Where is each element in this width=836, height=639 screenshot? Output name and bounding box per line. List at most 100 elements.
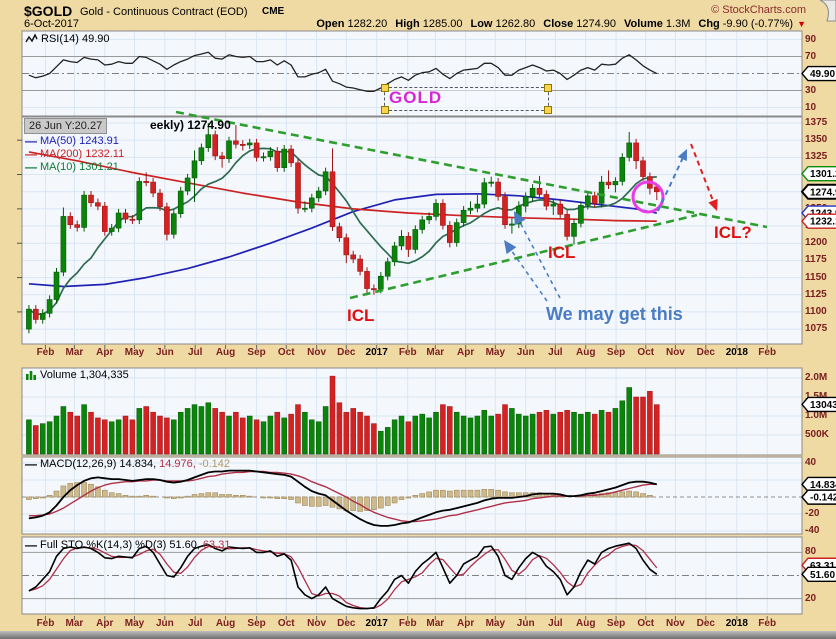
macd-hist-bar bbox=[302, 496, 308, 506]
projection-arrow-down-head bbox=[708, 198, 718, 211]
macd-hist-bar bbox=[191, 494, 198, 498]
candle-body bbox=[184, 177, 191, 192]
resize-handle[interactable] bbox=[381, 106, 389, 114]
month-label: Mar bbox=[65, 347, 84, 358]
candle-body bbox=[384, 261, 391, 277]
svg-text:14.834: 14.834 bbox=[810, 480, 836, 491]
volume-bar bbox=[157, 415, 163, 455]
macd-hist-bar bbox=[647, 494, 653, 498]
volume-bar bbox=[626, 387, 632, 455]
macd-hist-bar bbox=[198, 493, 205, 498]
volume-bar bbox=[460, 415, 467, 455]
volume-bar bbox=[426, 417, 432, 455]
candle-body bbox=[398, 236, 405, 247]
macd-hist-bar bbox=[391, 496, 398, 504]
gold-annotation-box[interactable]: GOLD bbox=[381, 84, 552, 114]
resize-handle[interactable] bbox=[381, 84, 389, 92]
volume-bar bbox=[357, 411, 363, 455]
macd-hist-bar bbox=[240, 494, 246, 498]
candle-body bbox=[115, 212, 122, 229]
volume-bar bbox=[557, 411, 563, 455]
macd-hist-bar bbox=[102, 489, 108, 498]
volume-bar bbox=[184, 408, 191, 455]
axis-label: 1150 bbox=[805, 271, 827, 283]
month-label: Jul bbox=[187, 347, 203, 358]
candle-body bbox=[219, 155, 225, 160]
volume-bar bbox=[219, 411, 225, 455]
axis-label: 1200 bbox=[805, 237, 828, 249]
volume-bar bbox=[536, 411, 543, 455]
candle-body bbox=[329, 171, 336, 228]
candle-body bbox=[412, 229, 419, 250]
volume-bar bbox=[302, 411, 308, 455]
page-curl-icon[interactable] bbox=[816, 0, 836, 22]
candle-body bbox=[495, 181, 501, 197]
resize-handle[interactable] bbox=[544, 106, 552, 114]
candle-body bbox=[446, 225, 453, 243]
macd-hist-bar bbox=[440, 489, 446, 498]
volume-bar bbox=[619, 400, 626, 455]
month-label: Jun bbox=[155, 347, 174, 358]
macd-hist-bar bbox=[377, 496, 384, 509]
quote-label: Volume bbox=[623, 18, 663, 30]
macd-hist-bar bbox=[460, 489, 467, 498]
bar-chart-icon bbox=[26, 371, 36, 380]
gold-annotation-text[interactable]: GOLD bbox=[389, 88, 443, 107]
macd-hist-bar bbox=[619, 491, 626, 498]
candle-body bbox=[440, 203, 446, 226]
volume-bar bbox=[585, 411, 591, 455]
quote-value: 1262.80 bbox=[495, 18, 536, 30]
volume-bar bbox=[654, 404, 660, 455]
candle-body bbox=[260, 156, 267, 159]
quote-value: 1282.20 bbox=[347, 18, 388, 30]
candle-body bbox=[591, 195, 598, 204]
volume-bar bbox=[543, 410, 550, 455]
candle-body bbox=[405, 236, 412, 250]
volume-bar bbox=[419, 413, 425, 455]
month-label: Jul bbox=[548, 347, 563, 358]
volume-legend: Volume 1,304,335 bbox=[25, 369, 129, 381]
resize-handle[interactable] bbox=[544, 84, 552, 92]
macd-hist-bar bbox=[481, 489, 488, 498]
macd-hist-bar bbox=[446, 490, 453, 498]
volume-bar bbox=[343, 411, 350, 455]
volume-bar bbox=[633, 396, 639, 455]
macd-hist-bar bbox=[122, 494, 129, 498]
candle-body bbox=[529, 187, 536, 197]
volume-bar bbox=[108, 421, 115, 455]
macd-hist-bar bbox=[612, 492, 619, 498]
axis-label: 80 bbox=[805, 546, 817, 558]
candle-body bbox=[198, 147, 205, 162]
candle-body bbox=[612, 181, 619, 186]
candle-body bbox=[357, 258, 363, 272]
volume-bar bbox=[640, 396, 646, 455]
macd-hist-bar bbox=[474, 489, 481, 498]
axis-value-tag: 1304335 bbox=[801, 396, 836, 413]
up-trendline bbox=[349, 213, 698, 300]
icl-label-2016: ICL bbox=[347, 306, 375, 325]
macd-hist-value: -0.142 bbox=[198, 458, 231, 470]
volume-bar bbox=[440, 404, 446, 455]
volume-legend-text: Volume 1,304,335 bbox=[40, 369, 129, 381]
candle-body bbox=[481, 182, 488, 205]
macd-hist-bar bbox=[260, 496, 267, 499]
volume-bar bbox=[391, 419, 398, 455]
sto-d-value: 63.31 bbox=[202, 539, 231, 551]
candle-body bbox=[322, 171, 329, 192]
volume-bar bbox=[329, 375, 336, 455]
macd-hist-bar bbox=[171, 496, 177, 499]
macd-hist-bar bbox=[626, 490, 633, 498]
axis-label: 1.5M bbox=[805, 391, 828, 402]
macd-hist-bar bbox=[288, 496, 294, 500]
volume-bar bbox=[350, 408, 356, 455]
macd-hist-bar bbox=[315, 496, 322, 507]
volume-bar bbox=[481, 410, 488, 455]
month-label: Feb bbox=[36, 347, 55, 358]
volume-bar bbox=[502, 404, 508, 455]
macd-hist-bar bbox=[184, 495, 191, 498]
axis-value-tag: 1301.21 bbox=[801, 165, 836, 182]
volume-bar bbox=[591, 413, 598, 455]
macd-hist-bar bbox=[433, 489, 439, 498]
candle-body bbox=[122, 212, 129, 220]
instrument-name: Gold - Continuous Contract (EOD) bbox=[80, 6, 248, 18]
